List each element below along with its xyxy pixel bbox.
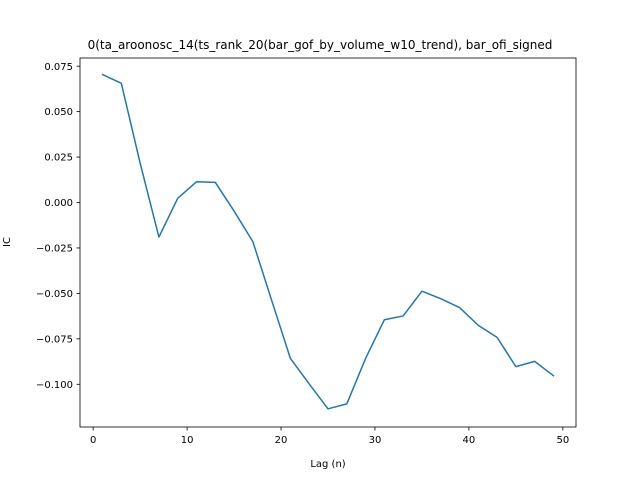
y-axis-label: IC	[2, 237, 13, 247]
ic-series-line	[101, 73, 555, 410]
y-tick-label: −0.050	[36, 289, 73, 300]
x-tick-label: 20	[275, 435, 288, 446]
x-axis-label: Lag (n)	[310, 459, 345, 470]
y-tick-label: 0.000	[44, 198, 73, 209]
x-tick-label: 0	[90, 435, 96, 446]
y-tick-label: 0.050	[44, 107, 73, 118]
y-tick-label: 0.025	[44, 153, 73, 164]
x-tick-label: 30	[369, 435, 382, 446]
x-tick-label: 40	[463, 435, 476, 446]
x-tick-label: 50	[556, 435, 569, 446]
plot-frame	[79, 57, 577, 428]
y-axis: 0.075 0.050 0.025 0.000 −0.025 −0.050 −0.075 −0…	[36, 62, 80, 391]
x-tick-label: 10	[181, 435, 194, 446]
y-tick-label: −0.100	[36, 380, 73, 391]
chart-title: 0(ta_aroonosc_14(ts_rank_20(bar_gof_by_v…	[88, 38, 553, 52]
y-tick-label: 0.075	[44, 62, 73, 73]
y-tick-label: −0.075	[36, 334, 73, 345]
y-tick-label: −0.025	[36, 244, 73, 255]
x-axis: 0 10 20 30 40 50	[90, 427, 569, 446]
plot-area	[79, 57, 577, 428]
